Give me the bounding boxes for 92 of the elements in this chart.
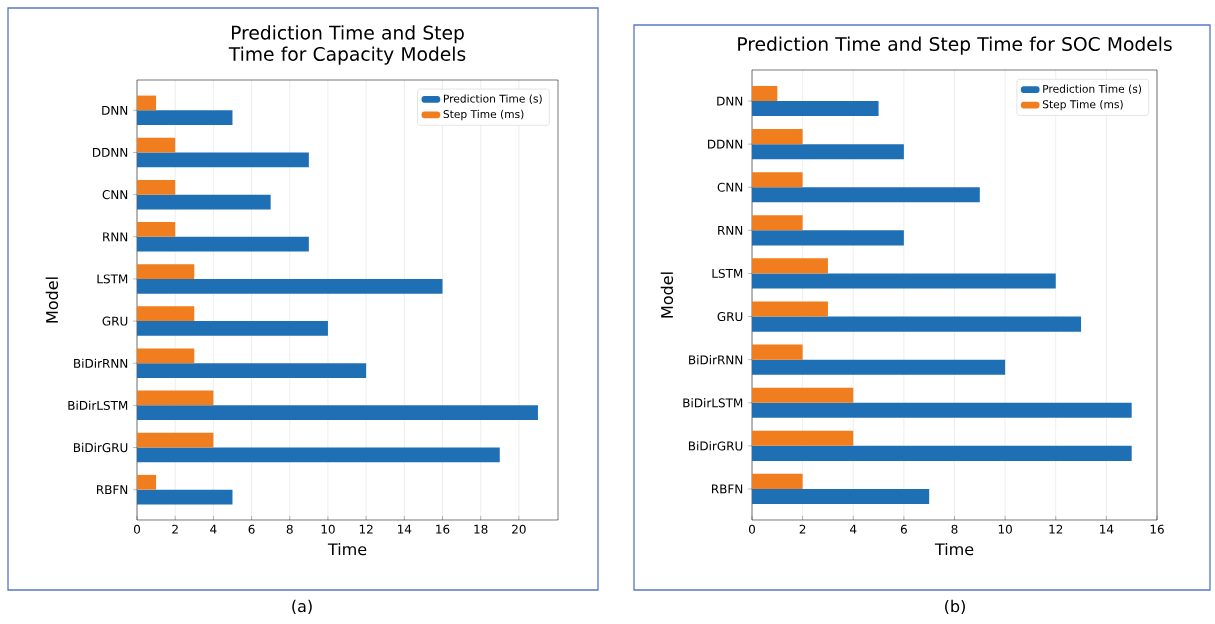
bar — [137, 474, 157, 490]
y-tick-label: RBFN — [97, 485, 128, 495]
x-tick-label: 14 — [1100, 524, 1114, 534]
x-tick-label: 16 — [1150, 524, 1164, 534]
x-tick-label: 0 — [748, 524, 756, 534]
bar — [137, 179, 176, 195]
x-tick-label: 2 — [799, 524, 806, 534]
bar — [137, 489, 233, 505]
bar — [137, 405, 538, 421]
bar — [137, 194, 271, 210]
x-tick-label: 8 — [286, 524, 293, 534]
chart-title: Prediction Time and Step Time for Capacity Models — [228, 25, 466, 65]
y-tick-label: GRU — [102, 316, 128, 326]
bar — [137, 432, 214, 448]
bar — [137, 236, 309, 252]
bar — [137, 321, 328, 336]
bar — [137, 264, 195, 279]
x-tick-label: 16 — [436, 524, 450, 534]
y-tick-label: RNN — [718, 225, 743, 235]
y-axis-title: Model — [45, 277, 59, 323]
legend-label: Step Time (ms) — [1042, 100, 1123, 111]
bar — [752, 473, 803, 489]
bar — [137, 363, 367, 378]
bar — [752, 215, 803, 231]
bar — [137, 222, 176, 237]
bar — [752, 359, 1006, 375]
bar — [137, 152, 309, 168]
y-tick-label: BiDirGRU — [688, 441, 743, 451]
bar — [752, 144, 904, 160]
x-tick-label: 4 — [850, 524, 857, 534]
x-tick-label: 10 — [321, 524, 335, 534]
y-tick-label: CNN — [102, 190, 128, 200]
legend-label: Prediction Time (s) — [443, 94, 542, 104]
x-tick-label: 12 — [1049, 524, 1063, 534]
bar — [752, 488, 930, 505]
y-tick-label: BiDirLSTM — [68, 400, 128, 410]
y-tick-label: DNN — [717, 96, 743, 106]
bar — [137, 447, 500, 463]
y-tick-label: CNN — [717, 182, 743, 192]
y-tick-label: LSTM — [97, 274, 128, 284]
bar — [137, 95, 157, 111]
x-tick-label: 18 — [474, 524, 488, 534]
x-tick-label: 20 — [512, 524, 526, 534]
bar — [752, 301, 828, 317]
x-tick-label: 12 — [359, 524, 373, 534]
legend-label: Step Time (ms) — [443, 109, 524, 121]
bar — [752, 316, 1082, 332]
y-tick-label: DDNN — [708, 139, 743, 149]
y-tick-label: BiDirRNN — [689, 355, 743, 365]
bar — [752, 187, 980, 203]
y-tick-label: LSTM — [712, 268, 743, 278]
bar — [752, 387, 854, 403]
bar — [752, 129, 803, 145]
bar — [137, 348, 195, 364]
bar — [752, 273, 1056, 289]
x-tick-label: 2 — [172, 524, 178, 534]
legend-label: Prediction Time (s) — [1043, 84, 1142, 95]
bar — [752, 85, 778, 102]
y-axis-title: Model — [660, 272, 674, 318]
bar — [752, 430, 854, 446]
chart-title: Prediction Time and Step Time for SOC Models — [738, 36, 1172, 55]
x-tick-label: 14 — [397, 524, 412, 534]
y-tick-label: BiDirRNN — [74, 358, 128, 368]
x-tick-label: 6 — [248, 524, 255, 534]
x-tick-label: 10 — [998, 524, 1012, 534]
y-tick-label: BiDirLSTM — [683, 398, 743, 408]
x-tick-label: 6 — [900, 524, 907, 534]
text: (a) — [292, 599, 312, 615]
y-tick-label: RNN — [103, 232, 128, 242]
x-axis-title: Time — [327, 542, 367, 556]
bar — [137, 278, 443, 294]
text: (b) — [945, 599, 965, 615]
y-tick-label: BiDirGRU — [73, 442, 128, 453]
bar — [752, 101, 879, 117]
bar — [752, 445, 1132, 461]
x-axis-title: Time — [934, 542, 974, 556]
y-tick-label: DDNN — [93, 148, 128, 157]
y-tick-label: RBFN — [712, 484, 743, 494]
y-tick-label: DNN — [102, 105, 128, 115]
bar — [137, 306, 195, 322]
bar — [137, 390, 214, 406]
bar — [752, 172, 803, 188]
bar — [752, 344, 803, 360]
bar — [752, 230, 904, 246]
bar — [752, 402, 1132, 418]
x-tick-label: 8 — [951, 524, 958, 534]
y-tick-label: GRU — [717, 312, 743, 322]
x-tick-label: 4 — [210, 524, 217, 534]
bar — [137, 137, 176, 153]
x-tick-label: 0 — [133, 524, 141, 534]
bar — [752, 258, 828, 274]
bar — [137, 110, 233, 126]
